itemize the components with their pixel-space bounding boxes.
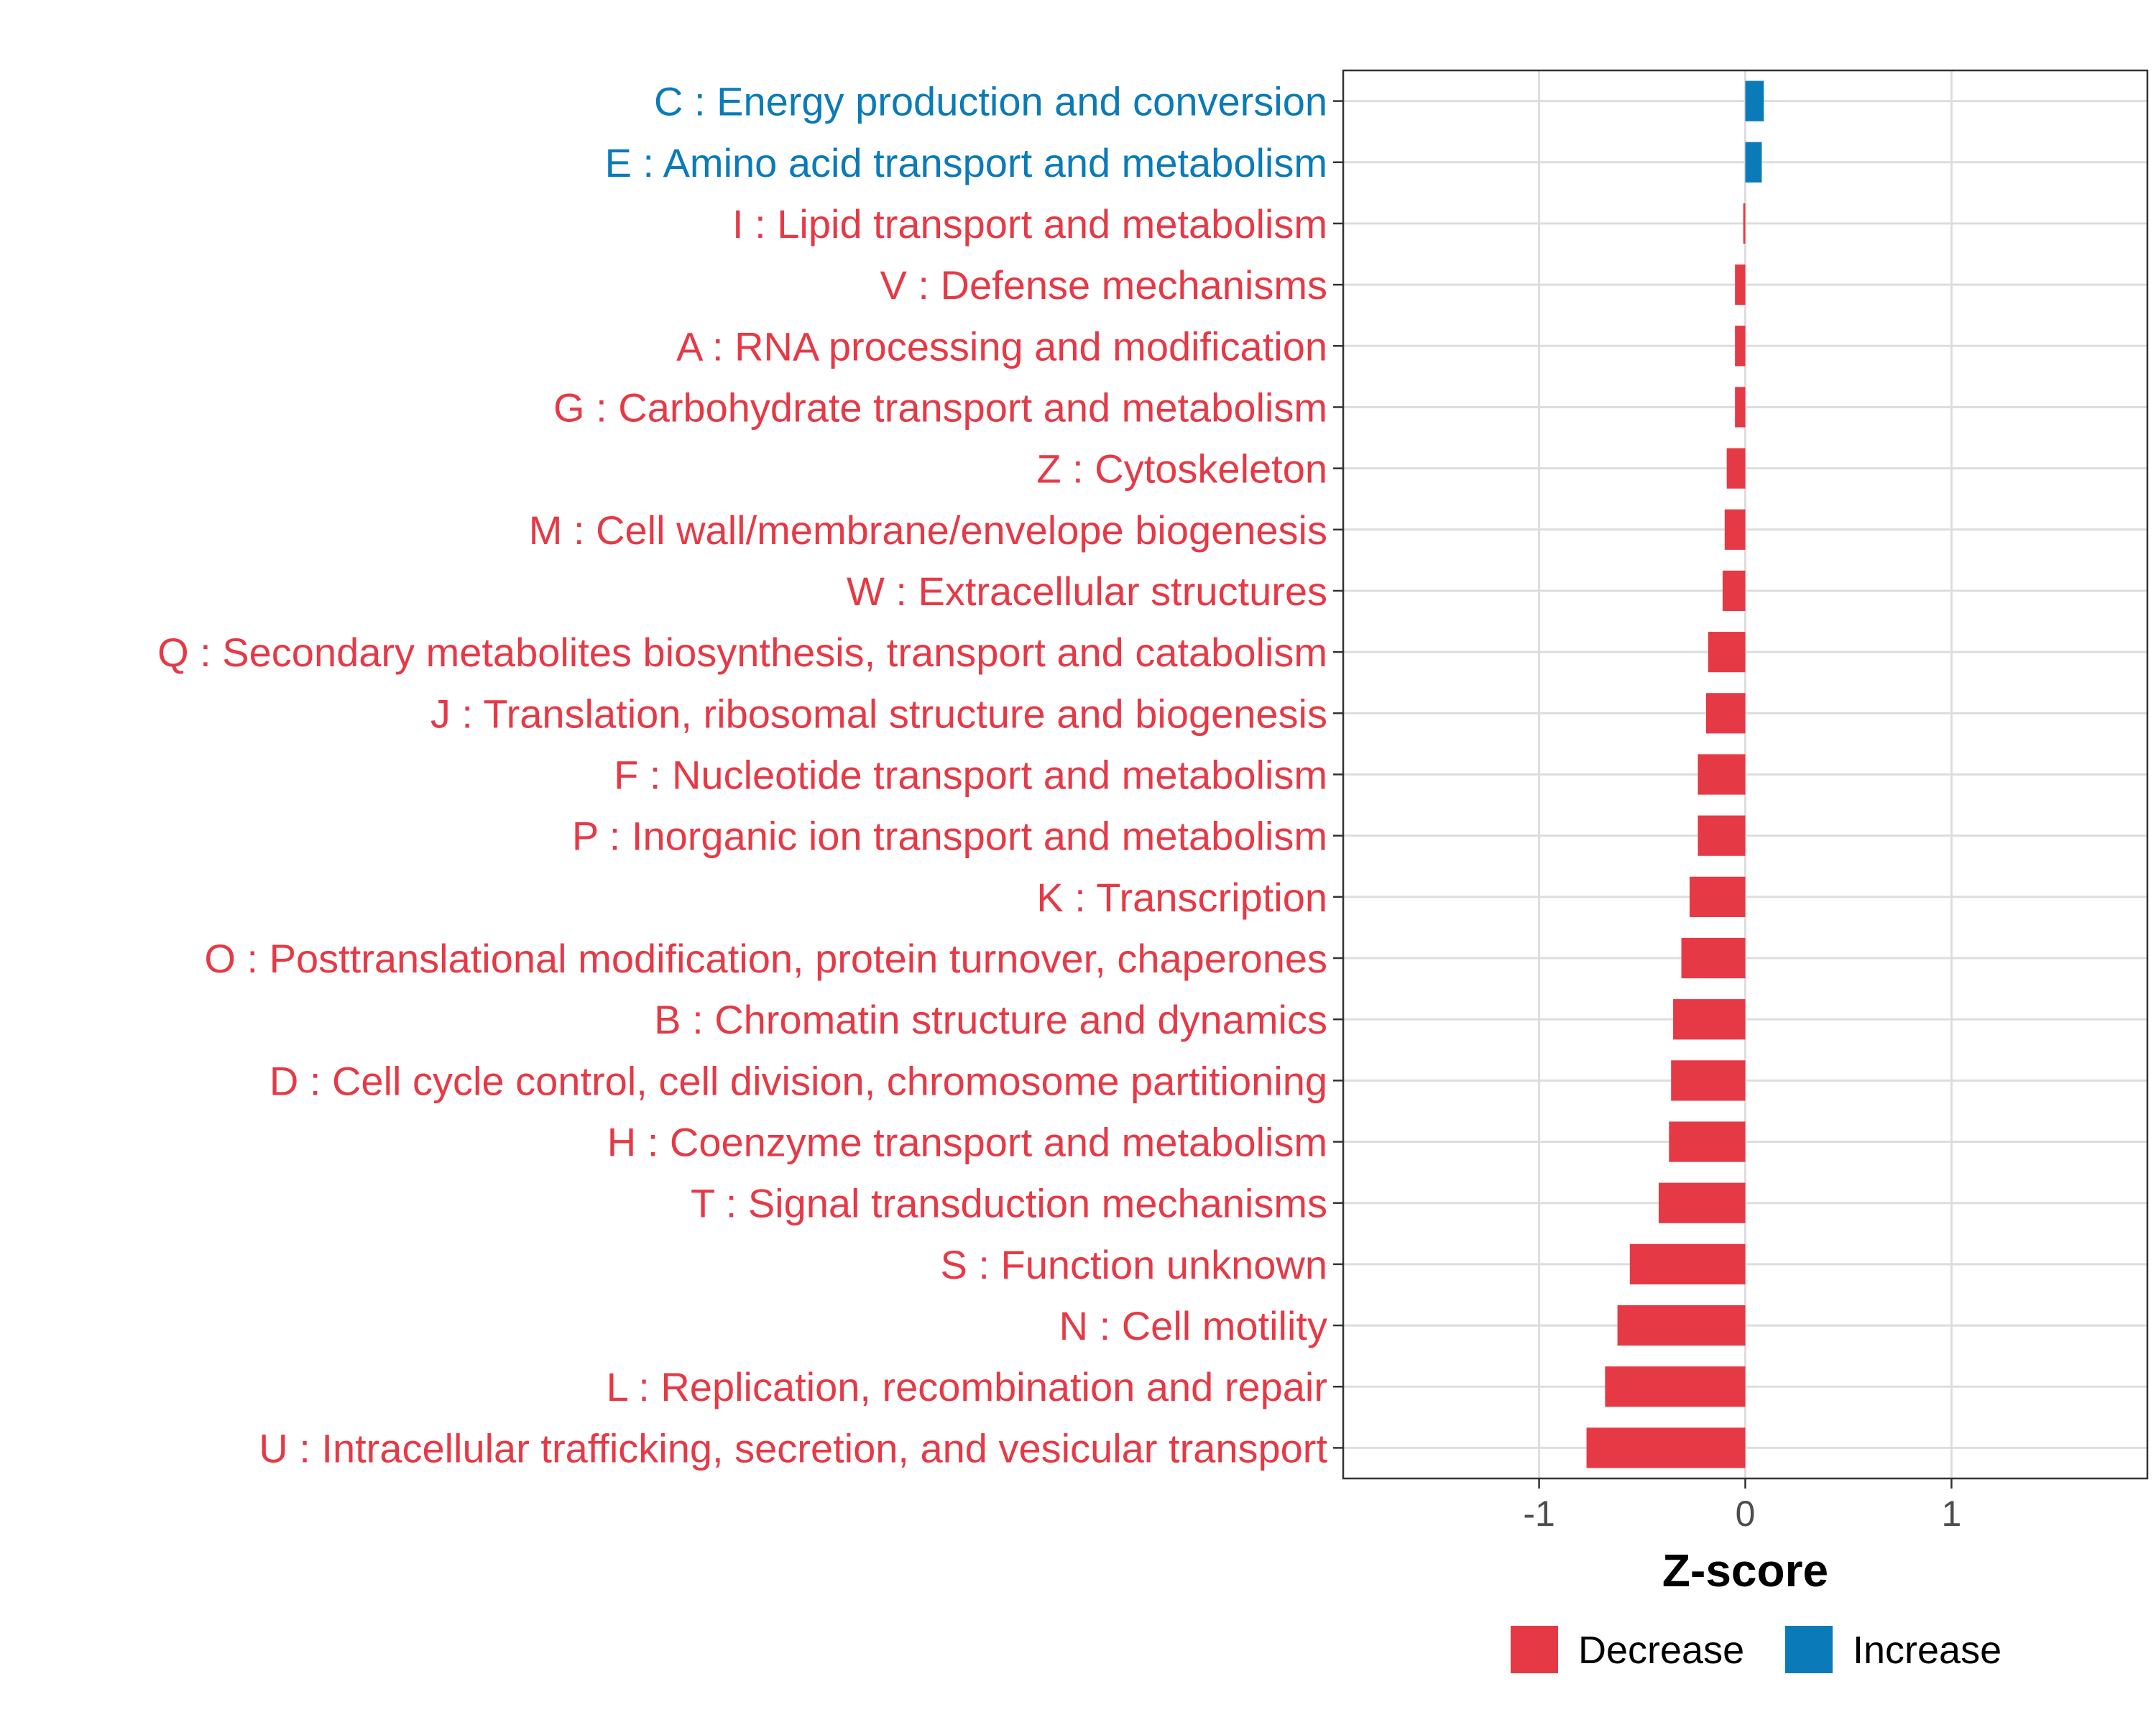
bar — [1673, 999, 1746, 1040]
y-tick-label: Z : Cytoskeleton — [1036, 446, 1327, 492]
bar — [1722, 570, 1746, 612]
bar — [1745, 80, 1764, 121]
legend-label: Decrease — [1578, 1629, 1744, 1672]
bar — [1735, 387, 1746, 428]
y-tick-label: O : Posttranslational modification, prot… — [204, 936, 1327, 981]
y-tick-label: I : Lipid transport and metabolism — [732, 201, 1327, 247]
x-tick-label: -1 — [1523, 1494, 1554, 1534]
y-tick-label: T : Signal transduction mechanisms — [691, 1181, 1327, 1226]
bar — [1735, 326, 1746, 367]
y-tick-label: J : Translation, ribosomal structure and… — [430, 691, 1327, 736]
y-tick-label: A : RNA processing and modification — [676, 323, 1327, 369]
bar — [1617, 1305, 1746, 1346]
y-tick-label: P : Inorganic ion transport and metaboli… — [572, 814, 1327, 859]
bar — [1726, 448, 1746, 489]
bar — [1690, 876, 1746, 917]
bar — [1735, 264, 1746, 305]
bar — [1705, 693, 1746, 734]
bars — [1586, 80, 1764, 1468]
y-tick-label: U : Intracellular trafficking, secretion… — [259, 1425, 1327, 1471]
bar — [1586, 1427, 1746, 1468]
y-tick-label: Q : Secondary metabolites biosynthesis, … — [157, 630, 1327, 675]
x-axis: -1 0 1 — [1523, 1478, 1961, 1534]
y-tick-label: L : Replication, recombination and repai… — [607, 1364, 1327, 1409]
bar — [1745, 142, 1762, 183]
bar — [1658, 1182, 1746, 1223]
y-tick-label: G : Carbohydrate transport and metabolis… — [553, 385, 1327, 430]
legend-label: Increase — [1853, 1629, 2001, 1672]
y-tick-label: W : Extracellular structures — [847, 569, 1327, 614]
legend: Decrease Increase — [1511, 1626, 2001, 1673]
legend-swatch — [1785, 1626, 1833, 1673]
y-tick-label: M : Cell wall/membrane/envelope biogenes… — [529, 507, 1327, 553]
y-tick-label: S : Function unknown — [940, 1242, 1327, 1287]
bar — [1681, 937, 1746, 979]
y-tick-label: D : Cell cycle control, cell division, c… — [270, 1058, 1327, 1103]
y-tick-label: V : Defense mechanisms — [880, 262, 1327, 308]
y-tick-label: K : Transcription — [1036, 875, 1327, 920]
bar — [1708, 632, 1746, 673]
bar — [1605, 1366, 1746, 1407]
bar — [1669, 1121, 1746, 1162]
bar — [1629, 1243, 1746, 1284]
y-tick-label: B : Chromatin structure and dynamics — [654, 997, 1327, 1042]
bar — [1671, 1060, 1746, 1101]
y-tick-label: E : Amino acid transport and metabolism — [605, 140, 1327, 185]
legend-swatch — [1511, 1626, 1558, 1673]
y-tick-label: F : Nucleotide transport and metabolism — [614, 753, 1327, 798]
bar — [1697, 815, 1746, 856]
x-tick-label: 1 — [1942, 1494, 1962, 1534]
bar — [1743, 203, 1746, 244]
y-tick-label: H : Coenzyme transport and metabolism — [607, 1120, 1327, 1165]
y-tick-label: N : Cell motility — [1059, 1303, 1327, 1348]
bar — [1724, 509, 1746, 550]
x-axis-title: Z-score — [1662, 1545, 1828, 1596]
x-tick-label: 0 — [1736, 1494, 1756, 1534]
bar — [1697, 754, 1746, 795]
y-tick-label: C : Energy production and conversion — [654, 79, 1327, 124]
y-axis: C : Energy production and conversion E : … — [157, 79, 1343, 1471]
